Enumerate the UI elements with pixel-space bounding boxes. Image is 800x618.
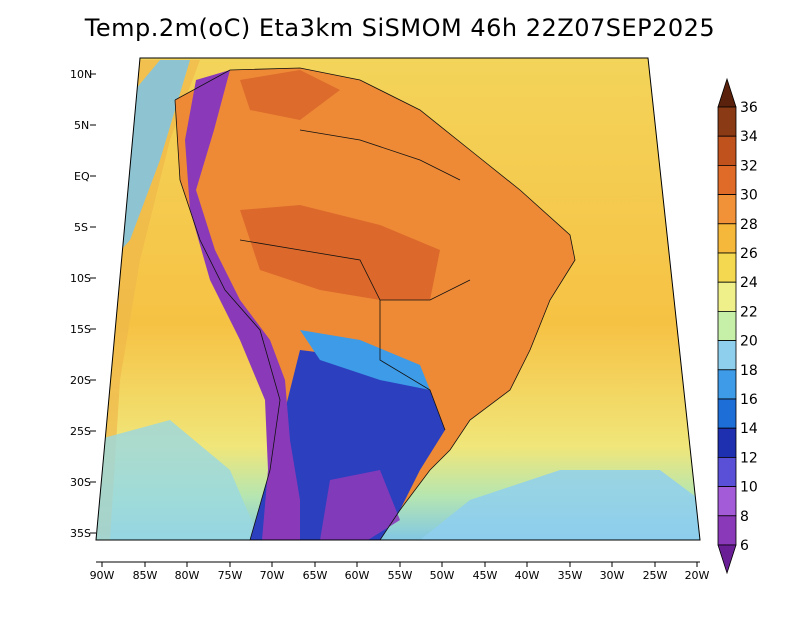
lat-tick-label: 30S <box>70 476 91 489</box>
map-domain <box>96 58 700 540</box>
colorbar: 36 34 32 30 28 26 24 22 20 18 16 14 12 10 8 6 <box>717 77 758 575</box>
lon-tick-label: 90W <box>90 569 115 582</box>
north-hot-zone <box>240 70 340 120</box>
colorbar-label: 36 <box>740 100 758 116</box>
internal-border-1 <box>239 239 471 301</box>
colorbar-label: 12 <box>740 450 758 466</box>
continent-warm <box>175 68 575 540</box>
colorbar-label: 26 <box>740 246 758 262</box>
colorbar-arrow-top <box>717 77 737 108</box>
lon-tick-label: 65W <box>303 569 328 582</box>
colorbar-segment <box>717 281 737 312</box>
colorbar-label: 6 <box>740 538 749 554</box>
lon-tick-label: 70W <box>260 569 285 582</box>
colorbar-label: 8 <box>740 509 749 525</box>
colorbar-label: 16 <box>740 392 758 408</box>
borders <box>174 67 576 541</box>
internal-border-3 <box>299 129 461 181</box>
lat-tick-label: 25S <box>70 425 91 438</box>
lat-tick-label: 20S <box>70 374 91 387</box>
colorbar-segment <box>717 486 737 517</box>
lon-tick-label: 30W <box>600 569 625 582</box>
lon-tick-label: 75W <box>218 569 243 582</box>
lon-tick-label: 60W <box>345 569 370 582</box>
lon-tick-label: 85W <box>133 569 158 582</box>
colorbar-label: 22 <box>740 304 758 320</box>
lat-tick-label: 5S <box>74 221 88 234</box>
colorbar-segment <box>717 340 737 371</box>
lat-tick-label: 10S <box>70 272 91 285</box>
colorbar-segment <box>717 223 737 254</box>
south-atlantic-cool <box>420 470 700 540</box>
lat-tick-label: 10N <box>70 68 92 81</box>
internal-border-2 <box>379 300 446 431</box>
colorbar-segment <box>717 135 737 166</box>
lon-tick-label: 55W <box>388 569 413 582</box>
lat-tick-label: 15S <box>70 323 91 336</box>
colorbar-label: 32 <box>740 158 758 174</box>
colorbar-segment <box>717 427 737 458</box>
colorbar-label: 28 <box>740 217 758 233</box>
colorbar-segment <box>717 194 737 225</box>
lon-tick-label: 40W <box>515 569 540 582</box>
lon-tick-label: 35W <box>558 569 583 582</box>
colorbar-label: 24 <box>740 275 758 291</box>
lon-tick-label: 50W <box>430 569 455 582</box>
colorbar-segment <box>717 398 737 429</box>
lon-tick-label: 20W <box>685 569 710 582</box>
west-coastline <box>174 99 281 541</box>
colorbar-segment <box>717 164 737 195</box>
lat-tick-label: 5N <box>74 119 89 132</box>
continent-coastline <box>174 67 576 541</box>
lon-axis: 90W 85W 80W 75W 70W 65W 60W 55W 50W 45W … <box>90 561 710 582</box>
colorbar-segment <box>717 106 737 137</box>
lon-tick-label: 25W <box>643 569 668 582</box>
colorbar-label: 18 <box>740 363 758 379</box>
lon-tick-label: 45W <box>473 569 498 582</box>
map-frame <box>95 57 701 541</box>
colorbar-label: 20 <box>740 334 758 350</box>
colorbar-segment <box>717 369 737 400</box>
amazon-hot-zone <box>240 205 440 300</box>
lat-tick-label: 35S <box>70 527 91 540</box>
andes-cold-band <box>185 70 300 540</box>
colorbar-segment <box>717 515 737 546</box>
southern-pacific-cool <box>96 420 260 540</box>
map-title: Temp.2m(oC) Eta3km SiSMOM 46h 22Z07SEP20… <box>84 14 716 42</box>
colorbar-segment <box>717 456 737 487</box>
lat-tick-label: EQ <box>74 170 90 183</box>
colorbar-arrow-bottom <box>717 544 737 575</box>
southern-coldest-zone <box>320 470 400 540</box>
lat-axis: 10N 5N EQ 5S 10S 15S 20S 25S 30S 35S <box>70 68 96 540</box>
colorbar-segment <box>717 252 737 283</box>
transition-zone <box>300 330 430 390</box>
colorbar-label: 30 <box>740 188 758 204</box>
colorbar-label: 14 <box>740 421 758 437</box>
colorbar-segment <box>717 310 737 341</box>
colorbar-label: 10 <box>740 480 758 496</box>
lon-tick-label: 80W <box>175 569 200 582</box>
colorbar-label: 34 <box>740 129 758 145</box>
